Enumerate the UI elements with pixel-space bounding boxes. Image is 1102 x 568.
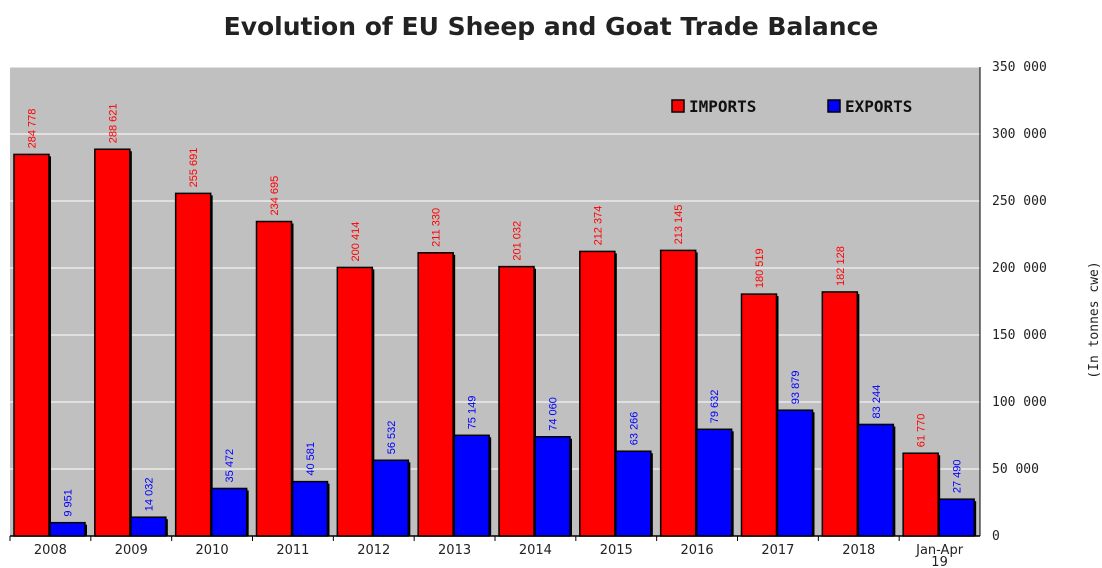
x-tick-label: 2014 xyxy=(519,543,552,558)
data-label: 284 778 xyxy=(27,109,39,149)
x-tick-label: 2013 xyxy=(438,543,471,558)
legend-swatch-imports xyxy=(671,99,685,113)
data-label: 201 032 xyxy=(512,221,524,261)
legend-swatch-exports xyxy=(827,99,841,113)
data-label: 27 490 xyxy=(952,460,964,494)
legend-label-imports: IMPORTS xyxy=(689,97,756,116)
bar-imports xyxy=(417,252,454,537)
data-label: 255 691 xyxy=(188,148,200,188)
y-tick-label: 50 000 xyxy=(992,462,1039,477)
bar-imports xyxy=(579,250,616,537)
data-label: 75 149 xyxy=(467,396,479,430)
x-tick-label: 19 xyxy=(931,555,948,568)
bar-imports xyxy=(498,265,535,537)
bar-imports xyxy=(336,266,374,537)
bar-exports xyxy=(938,498,975,537)
data-label: 212 374 xyxy=(592,206,604,246)
data-label: 14 032 xyxy=(143,478,155,512)
y-tick-label: 100 000 xyxy=(992,395,1047,410)
data-label: 213 145 xyxy=(673,205,685,245)
data-label: 200 414 xyxy=(350,222,362,262)
bar-exports xyxy=(776,409,814,537)
x-tick-label: 2017 xyxy=(761,543,794,558)
y-tick-label: 200 000 xyxy=(992,261,1047,276)
x-tick-label: 2018 xyxy=(842,543,875,558)
data-label: 9 951 xyxy=(63,489,75,517)
data-label: 234 695 xyxy=(269,176,281,216)
data-label: 182 128 xyxy=(835,246,847,286)
x-tick-label: 2016 xyxy=(681,543,714,558)
chart-title: Evolution of EU Sheep and Goat Trade Bal… xyxy=(223,12,879,41)
bar-imports xyxy=(174,192,212,537)
x-tick-label: 2015 xyxy=(600,543,633,558)
plot-area xyxy=(10,67,980,536)
bar-imports xyxy=(821,291,859,537)
bar-imports xyxy=(659,249,697,537)
legend-label-exports: EXPORTS xyxy=(845,97,912,116)
x-tick-label: 2009 xyxy=(115,543,148,558)
bar-exports xyxy=(49,521,86,537)
x-tick-label: Jan-Apr xyxy=(915,543,964,558)
bar-exports xyxy=(210,487,248,537)
data-label: 211 330 xyxy=(431,208,443,247)
bar-imports xyxy=(94,148,131,537)
bar-imports xyxy=(13,153,50,537)
x-tick-label: 2010 xyxy=(196,543,229,558)
bar-imports xyxy=(902,452,939,537)
data-label: 56 532 xyxy=(386,421,398,455)
bar-exports xyxy=(534,436,571,537)
y-axis-title: (In tonnes cwe) xyxy=(1087,261,1102,378)
y-tick-label: 150 000 xyxy=(992,328,1047,343)
bar-exports xyxy=(130,516,167,537)
data-label: 63 266 xyxy=(628,412,640,446)
bar-exports xyxy=(695,428,733,537)
data-label: 83 244 xyxy=(871,385,883,419)
bar-exports xyxy=(372,459,410,537)
y-tick-label: 250 000 xyxy=(992,194,1047,209)
data-label: 288 621 xyxy=(107,103,119,143)
bar-exports xyxy=(453,434,490,537)
data-label: 180 519 xyxy=(754,248,766,288)
data-label: 74 060 xyxy=(548,397,560,431)
data-label: 79 632 xyxy=(709,390,721,424)
x-tick-label: 2011 xyxy=(276,543,309,558)
bar-exports xyxy=(291,480,329,537)
data-label: 40 581 xyxy=(305,442,317,476)
data-label: 93 879 xyxy=(790,371,802,405)
bar-imports xyxy=(740,293,778,537)
y-tick-label: 300 000 xyxy=(992,127,1047,142)
y-tick-label: 350 000 xyxy=(992,60,1047,75)
x-tick-label: 2012 xyxy=(357,543,390,558)
data-label: 35 472 xyxy=(224,449,236,483)
bar-exports xyxy=(857,423,895,537)
x-tick-label: 2008 xyxy=(34,543,67,558)
bar-exports xyxy=(615,450,652,537)
y-tick-label: 0 xyxy=(992,529,1000,544)
data-label: 61 770 xyxy=(916,414,928,448)
bar-imports xyxy=(255,220,293,537)
